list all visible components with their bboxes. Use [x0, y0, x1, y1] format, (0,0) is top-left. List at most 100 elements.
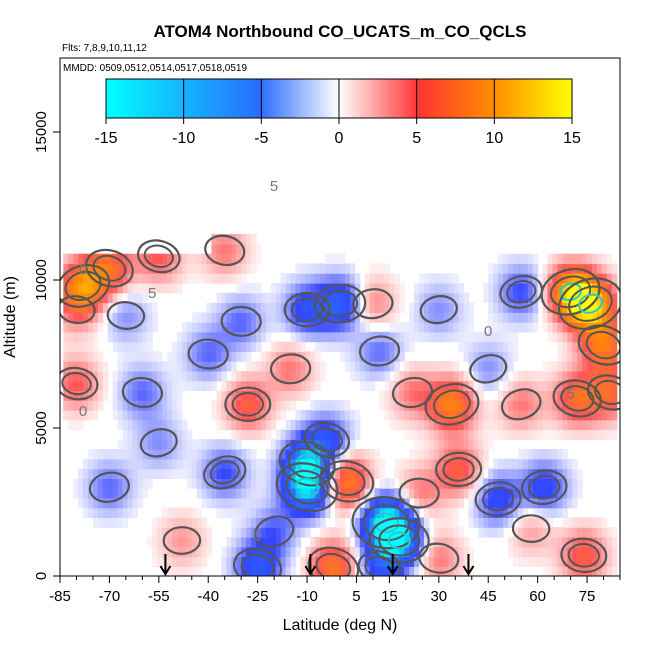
heatmap-cell [424, 419, 430, 431]
heatmap-cell [517, 370, 524, 382]
heatmap-cell [127, 302, 133, 313]
heatmap-cell [438, 507, 445, 518]
heatmap-cell [587, 527, 593, 538]
heatmap-cell [137, 351, 143, 362]
heatmap-cell [483, 331, 489, 343]
heatmap-cell [493, 468, 499, 479]
contour-line [106, 301, 146, 330]
heatmap-cell [399, 409, 405, 421]
heatmap-cell [226, 439, 232, 450]
heatmap-cell [369, 536, 376, 548]
down-arrow-icon [159, 554, 172, 576]
heatmap-cell [572, 536, 578, 548]
heatmap-cell [562, 341, 568, 352]
heatmap-cell [122, 312, 129, 323]
heatmap-cell [498, 478, 504, 489]
heatmap-cell [127, 283, 133, 294]
heatmap-cell [172, 458, 178, 470]
heatmap-cell [468, 468, 474, 479]
heatmap-cell [330, 263, 336, 274]
heatmap-cell [404, 341, 410, 352]
heatmap-cell [522, 419, 529, 431]
heatmap-cell [280, 517, 287, 528]
heatmap-cell [231, 341, 237, 352]
heatmap-cell [354, 273, 361, 284]
heatmap-cell [404, 429, 410, 440]
heatmap-cell [483, 380, 489, 391]
heatmap-cell [211, 449, 217, 460]
heatmap-cell [275, 449, 282, 460]
heatmap-cell [265, 380, 272, 391]
heatmap-cell [335, 322, 341, 333]
heatmap-cell [374, 370, 381, 382]
heatmap-cell [88, 273, 94, 284]
heatmap-cell [157, 536, 163, 548]
heatmap-cell [409, 370, 415, 382]
heatmap-cell [127, 370, 133, 382]
heatmap-cell [458, 419, 465, 431]
heatmap-cell [221, 302, 227, 313]
heatmap-cell [369, 341, 376, 352]
heatmap-cell [404, 370, 410, 382]
heatmap-cell [473, 478, 479, 489]
heatmap-cell [473, 400, 479, 411]
heatmap-cell [320, 263, 326, 274]
heatmap-cell [562, 351, 568, 362]
heatmap-cell [295, 361, 301, 372]
heatmap-cell [176, 536, 183, 548]
heatmap-cell [142, 409, 148, 421]
heatmap-cell [399, 302, 405, 313]
heatmap-cell [236, 546, 242, 558]
heatmap-cell [424, 488, 430, 499]
heatmap-cell [285, 351, 292, 362]
heatmap-cell [384, 370, 390, 382]
heatmap-cell [394, 566, 400, 576]
heatmap-cell [438, 361, 445, 372]
heatmap-cell [517, 546, 524, 558]
heatmap-cell [463, 478, 469, 489]
heatmap-cell [221, 361, 227, 372]
contour-label: 0 [484, 323, 492, 340]
heatmap-cell [433, 536, 440, 548]
heatmap-cell [419, 380, 425, 391]
heatmap-cell [330, 527, 336, 538]
heatmap-cell [172, 253, 178, 265]
heatmap-cell [246, 517, 252, 528]
heatmap-cell [211, 253, 217, 265]
heatmap-cell [488, 341, 494, 352]
heatmap-cell [503, 488, 509, 499]
heatmap-cell [448, 400, 455, 411]
heatmap-cell [374, 527, 381, 538]
heatmap-cell [384, 273, 390, 284]
heatmap-cell [433, 331, 440, 343]
heatmap-cell [611, 341, 618, 352]
heatmap-cell [330, 302, 336, 313]
heatmap-cell [176, 566, 183, 576]
heatmap-cell [172, 400, 178, 411]
heatmap-cell [231, 488, 237, 499]
heatmap-cell [221, 253, 227, 265]
heatmap-cell [542, 322, 549, 333]
heatmap-cell [226, 478, 232, 489]
heatmap-cell [122, 458, 129, 470]
heatmap-cell [448, 370, 455, 382]
heatmap-cell [246, 292, 252, 304]
heatmap-cell [236, 488, 242, 499]
heatmap-cell [167, 556, 173, 567]
heatmap-cell [162, 253, 168, 265]
heatmap-cell [567, 429, 573, 440]
heatmap-cell [517, 536, 524, 548]
heatmap-cell [335, 527, 341, 538]
heatmap-cell [493, 527, 499, 538]
heatmap-cell [211, 370, 217, 382]
heatmap-cell [493, 292, 499, 304]
heatmap-cell [137, 419, 143, 431]
heatmap-cell [537, 419, 544, 431]
heatmap-cell [364, 361, 371, 372]
heatmap-cell [127, 409, 133, 421]
heatmap-cell [92, 449, 99, 460]
heatmap-cell [221, 243, 227, 255]
heatmap-cell [335, 429, 341, 440]
heatmap-cell [394, 409, 400, 421]
heatmap-cell [532, 507, 539, 518]
